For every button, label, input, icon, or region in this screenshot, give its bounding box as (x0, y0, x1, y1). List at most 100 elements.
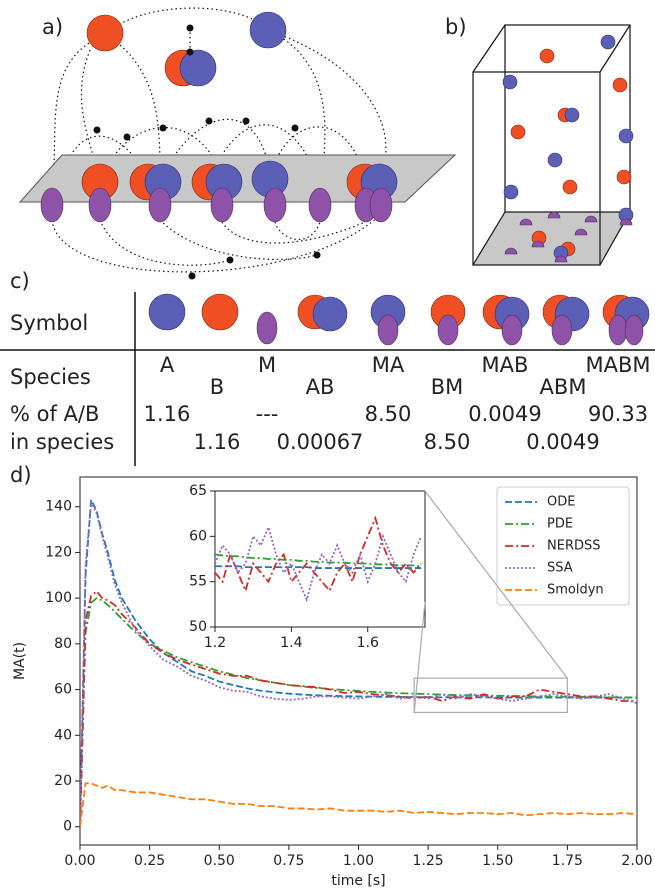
molecule-a (616, 169, 632, 185)
zoom-box (413, 677, 568, 714)
symbol-m (256, 311, 278, 345)
data-line (80, 498, 637, 827)
y-tick-label: 60 (189, 528, 207, 544)
node (188, 272, 196, 280)
legend-label: NERDSS (547, 539, 601, 554)
y-tick-label: 60 (54, 682, 72, 698)
molecule-a (539, 48, 555, 64)
species-name: M (258, 353, 276, 377)
node (313, 251, 321, 259)
legend-label: Smoldyn (547, 583, 604, 598)
legend-label: PDE (547, 517, 573, 532)
molecule-m (210, 187, 234, 223)
legend-box (496, 486, 630, 606)
row-header: Species (10, 365, 91, 389)
species-table: Symbol Species % of A/B in species A 1.16… (0, 292, 655, 466)
percent-value: 8.50 (365, 402, 412, 426)
species-name: BM (431, 375, 464, 399)
panel-label: a) (42, 15, 63, 39)
percent-value: 0.0049 (526, 430, 599, 454)
species-name: A (160, 353, 175, 377)
y-tick-label: 120 (45, 544, 72, 560)
molecule-b (564, 107, 580, 123)
molecule-m (369, 187, 393, 223)
panel-label: b) (445, 15, 467, 39)
molecule-a (86, 14, 124, 52)
species-name: AB (306, 375, 335, 399)
x-axis-label: time [s] (331, 873, 385, 889)
molecule-b (503, 184, 519, 200)
data-line (215, 524, 423, 603)
y-tick-label: 140 (45, 499, 72, 515)
molecule-m (148, 187, 172, 223)
connector (267, 29, 326, 191)
symbol-mabm (608, 314, 628, 346)
node (242, 117, 250, 125)
molecule-b (600, 34, 616, 50)
percent-value: 8.50 (424, 430, 471, 454)
connector (274, 221, 321, 241)
data-line (80, 782, 637, 827)
molecule-a (510, 124, 526, 140)
connector (159, 219, 318, 261)
x-tick-label: 1.50 (482, 853, 513, 869)
molecule-b (179, 49, 217, 87)
zoom-connector (413, 601, 426, 713)
molecule-m (504, 211, 633, 263)
symbol-mab (501, 314, 523, 346)
row-header: % of A/B (10, 402, 99, 426)
molecule-m (40, 187, 64, 223)
y-tick-label: 40 (54, 727, 72, 743)
node (291, 124, 299, 132)
molecule-b (547, 152, 563, 168)
species-name: MABM (585, 353, 650, 377)
box-edge (472, 211, 506, 266)
molecule-m (308, 187, 332, 223)
zoom-connector (424, 490, 568, 679)
connector (269, 126, 366, 181)
x-tick-label: 0.25 (134, 853, 165, 869)
y-tick-label: 50 (189, 619, 207, 635)
symbol-bm (437, 314, 459, 346)
y-axis-label: MA(t) (12, 642, 28, 680)
box-front (472, 71, 601, 266)
row-header: in species (10, 430, 114, 454)
box-edge (599, 24, 631, 73)
x-tick-label: 1.25 (413, 853, 444, 869)
percent-value: 90.33 (588, 402, 648, 426)
x-tick-label: 1.00 (343, 853, 374, 869)
series-group (215, 515, 423, 603)
species-name: ABM (540, 375, 587, 399)
connector (119, 44, 161, 181)
species-name: MAB (482, 353, 529, 377)
chart-d: 0.00 0.25 0.50 0.75 1.00 1.25 1.50 1.75 2.00 0 20 4… (12, 476, 653, 889)
series-group (80, 496, 637, 827)
box-edge (472, 24, 506, 73)
data-line (80, 597, 637, 827)
node (186, 48, 194, 56)
connector (99, 219, 231, 266)
y-tick-label: 100 (45, 590, 72, 606)
x-tick-label: 2.00 (621, 853, 652, 869)
data-line (80, 590, 637, 827)
molecule-a (612, 77, 628, 93)
molecule-b (618, 128, 634, 144)
connector (51, 214, 381, 273)
percent-value: 1.16 (194, 430, 241, 454)
symbol-a (148, 293, 186, 331)
species-name: MA (372, 353, 405, 377)
species-name: B (210, 375, 224, 399)
symbol-ma (377, 314, 399, 346)
y-tick-label: 80 (54, 636, 72, 652)
panel-label: c) (10, 269, 30, 293)
molecule-b (249, 11, 287, 49)
connector (209, 124, 321, 191)
percent-value: 1.16 (144, 402, 191, 426)
symbol-abm (551, 314, 573, 346)
node (159, 124, 167, 132)
molecule-a (562, 179, 578, 195)
reaction-nodes (93, 24, 321, 280)
y-tick-label: 0 (63, 819, 72, 835)
molecule-m (88, 187, 112, 223)
